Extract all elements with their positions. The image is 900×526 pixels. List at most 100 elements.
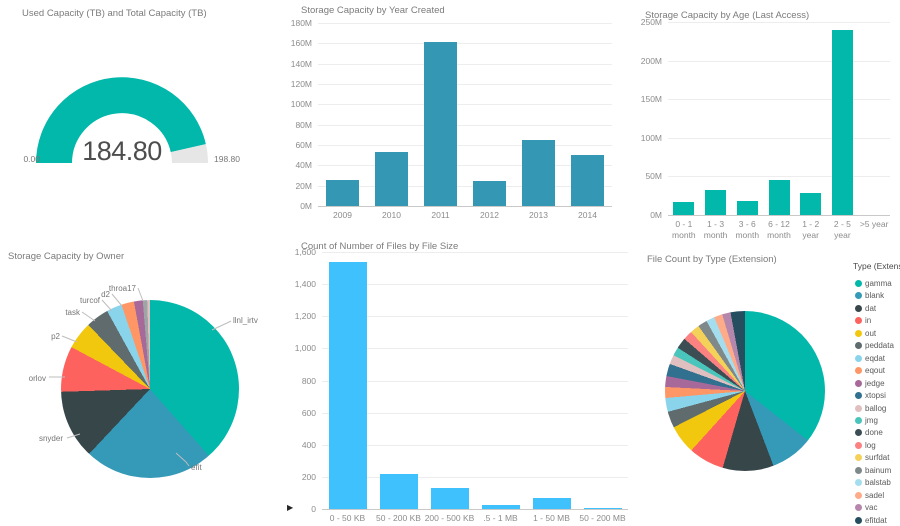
legend-dot-icon — [855, 367, 862, 375]
gridline — [318, 23, 612, 24]
x-axis-label: 0 - 50 KB — [329, 513, 366, 523]
gauge-value: 184.80 — [82, 136, 162, 166]
bar-6-12month[interactable] — [768, 180, 790, 215]
gridline — [318, 185, 612, 187]
visual-title: File Count by Type (Extension) — [647, 254, 777, 265]
legend-item[interactable]: ballog — [855, 404, 886, 413]
legend-dot-icon — [855, 304, 862, 312]
legend-item[interactable]: in — [855, 316, 871, 325]
bar-chart-year-created: Storage Capacity by Year Created 0M 20M 40… — [290, 0, 620, 235]
legend-item-label: balstab — [865, 478, 891, 488]
legend-item[interactable]: gamma — [855, 279, 892, 288]
x-axis-label: 2011 — [431, 210, 450, 220]
x-axis-label: 1 - 50 MB — [533, 513, 570, 523]
y-axis-label: 0M — [300, 201, 312, 211]
y-axis-label: 0M — [650, 210, 662, 220]
legend-dot-icon — [855, 329, 862, 337]
y-axis-label: 100M — [290, 99, 312, 110]
bar-2009[interactable] — [326, 179, 359, 206]
legend-scroll-arrow[interactable]: ▶ — [287, 503, 294, 512]
visual-title: Used Capacity (TB) and Total Capacity (T… — [22, 8, 207, 19]
legend-item[interactable]: surfdat — [855, 453, 889, 462]
bar-50-200MB[interactable] — [583, 507, 622, 509]
legend-item[interactable]: eqdat — [855, 354, 885, 363]
gridline — [322, 412, 628, 414]
visual-title: Count of Number of Files by File Size — [301, 241, 459, 252]
gauge-max-label: 198.80 — [214, 154, 240, 164]
pie-data-label: task — [65, 308, 80, 317]
bar-1-3month[interactable] — [705, 189, 727, 215]
legend-item[interactable]: vac — [855, 503, 877, 512]
bar-0-50KB[interactable] — [328, 261, 367, 509]
owner-pie[interactable] — [61, 300, 239, 478]
bar-0-1month[interactable] — [673, 201, 695, 215]
y-axis-label: 120M — [290, 79, 312, 89]
gauge-arc[interactable] — [18, 59, 238, 183]
bar-3-6month[interactable] — [736, 201, 758, 215]
legend-item[interactable]: done — [855, 428, 883, 437]
y-axis-label: 150M — [640, 94, 662, 105]
gauge-fill-arc[interactable] — [36, 77, 206, 164]
legend-dot-icon — [855, 441, 862, 449]
bar-2013[interactable] — [522, 139, 555, 206]
type-pie[interactable] — [665, 311, 825, 471]
bar-1-50MB[interactable] — [532, 498, 571, 509]
legend-item[interactable]: balstab — [855, 478, 891, 487]
gridline — [318, 104, 612, 106]
visual-title: Storage Capacity by Owner — [8, 251, 125, 262]
pie-data-label: p2 — [51, 332, 60, 341]
gridline — [668, 22, 890, 23]
bar-50-200KB[interactable] — [379, 473, 418, 509]
bar-200-500KB[interactable] — [430, 488, 469, 509]
y-axis-label: 100M — [640, 132, 662, 143]
bar-2014[interactable] — [571, 155, 604, 206]
legend-item-label: eqdat — [865, 353, 886, 363]
legend-item[interactable]: eqout — [855, 366, 885, 375]
legend-item[interactable]: bainum — [855, 466, 891, 475]
gridline — [668, 99, 890, 101]
legend-item[interactable]: peddata — [855, 341, 894, 350]
y-axis-label: 1,400 — [294, 279, 316, 290]
legend-dot-icon — [855, 354, 862, 362]
legend-item[interactable]: jedge — [855, 379, 885, 388]
y-axis-label: 140M — [290, 58, 312, 69]
visual-title: Storage Capacity by Year Created — [301, 5, 445, 16]
x-axis-label: 2014 — [578, 210, 597, 220]
x-axis-label: 50 - 200 MB — [579, 513, 626, 523]
gridline — [668, 60, 890, 62]
legend-item[interactable]: xtopsi — [855, 391, 886, 400]
bar-.5-1MB[interactable] — [481, 505, 520, 509]
x-axis-label: 200 - 500 KB — [424, 513, 475, 523]
bar-2-5year[interactable] — [831, 29, 853, 215]
x-axis-label: 2 - 5 year — [833, 219, 851, 240]
gauge-visual: Used Capacity (TB) and Total Capacity (T… — [0, 0, 290, 235]
gauge-track-arc — [170, 144, 208, 164]
bar-2011[interactable] — [424, 42, 457, 206]
legend-item[interactable]: efitdat — [855, 516, 887, 525]
bar-2012[interactable] — [473, 180, 506, 206]
legend-item[interactable]: out — [855, 329, 876, 338]
type-legend: Type (Extension) gamma blank dat in out pedda… — [853, 261, 900, 525]
legend-dot-icon — [855, 292, 862, 300]
legend-item[interactable]: sadel — [855, 491, 884, 500]
y-axis-label: 1,200 — [294, 311, 316, 322]
legend-item[interactable]: dat — [855, 304, 876, 313]
bar-1-2year[interactable] — [800, 193, 822, 215]
x-axis-label: 2012 — [480, 210, 499, 220]
gridline — [322, 252, 628, 253]
legend-item[interactable]: log — [855, 441, 876, 450]
legend-item-label: out — [865, 328, 877, 338]
legend-item-label: xtopsi — [865, 391, 886, 401]
gridline — [322, 284, 628, 286]
y-axis-label: 0 — [311, 504, 316, 514]
gridline — [322, 476, 628, 478]
bar-2010[interactable] — [375, 152, 408, 206]
y-axis-label: 160M — [290, 38, 312, 49]
legend-item[interactable]: jmg — [855, 416, 878, 425]
legend-dot-icon — [855, 342, 862, 350]
legend-item[interactable]: blank — [855, 291, 884, 300]
y-axis-label: 800 — [301, 375, 316, 386]
legend-dot-icon — [855, 404, 862, 412]
legend-dot-icon — [855, 379, 862, 387]
